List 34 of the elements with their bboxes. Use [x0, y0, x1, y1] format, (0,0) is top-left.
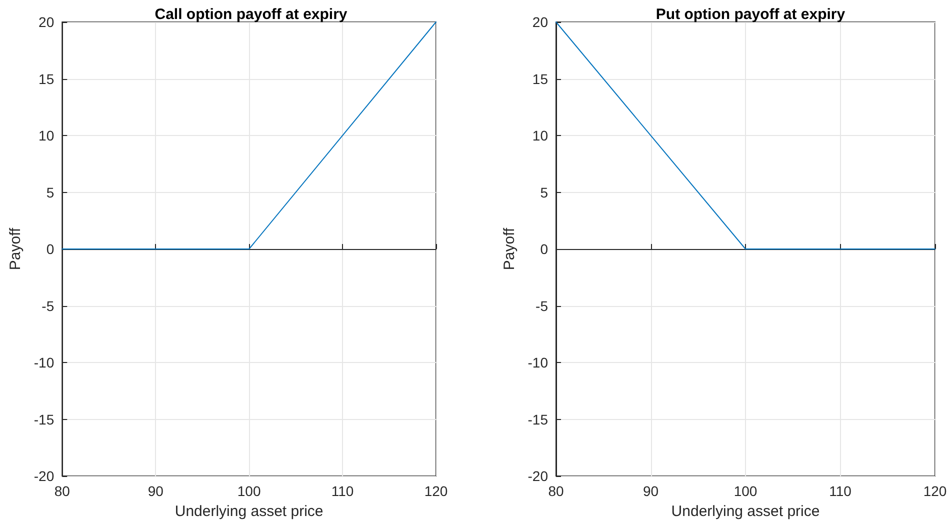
- y-tick-label: -10: [528, 354, 548, 370]
- y-tick-label: 5: [46, 184, 54, 200]
- y-tick-label: 20: [38, 14, 54, 30]
- x-tick-label: 80: [54, 483, 70, 499]
- x-tick-label: 120: [923, 483, 947, 499]
- y-tick-label: 0: [46, 241, 54, 257]
- chart-title: Put option payoff at expiry: [656, 6, 846, 23]
- y-tick-label: -15: [528, 411, 548, 428]
- y-tick-label: 20: [532, 14, 548, 30]
- x-axis-title: Underlying asset price: [671, 503, 820, 520]
- y-tick-label: -5: [42, 298, 54, 314]
- x-tick-label: 110: [829, 483, 852, 499]
- y-tick-label: 10: [532, 128, 548, 144]
- chart-title: Call option payoff at expiry: [154, 6, 348, 23]
- y-axis-title: Payoff: [7, 227, 24, 270]
- y-tick-label: 0: [540, 241, 548, 257]
- y-tick-label: -20: [34, 468, 54, 484]
- y-tick-label: 5: [540, 184, 548, 200]
- y-tick-label: 15: [38, 70, 54, 87]
- y-tick-label: -5: [536, 298, 548, 314]
- x-axis-title: Underlying asset price: [174, 503, 324, 520]
- y-tick-label: -15: [34, 411, 54, 428]
- x-tick-label: 80: [548, 483, 564, 499]
- y-tick-label: 15: [532, 70, 548, 87]
- x-tick-label: 110: [331, 483, 354, 499]
- x-tick-label: 120: [424, 483, 448, 499]
- x-tick-label: 90: [148, 483, 164, 499]
- x-tick-label: 90: [642, 483, 659, 499]
- y-axis-title: Payoff: [500, 227, 518, 270]
- x-tick-label: 100: [734, 483, 758, 499]
- y-tick-label: -10: [34, 354, 54, 370]
- x-tick-label: 100: [237, 483, 261, 499]
- y-tick-label: -20: [528, 468, 548, 484]
- y-tick-label: 10: [38, 128, 54, 144]
